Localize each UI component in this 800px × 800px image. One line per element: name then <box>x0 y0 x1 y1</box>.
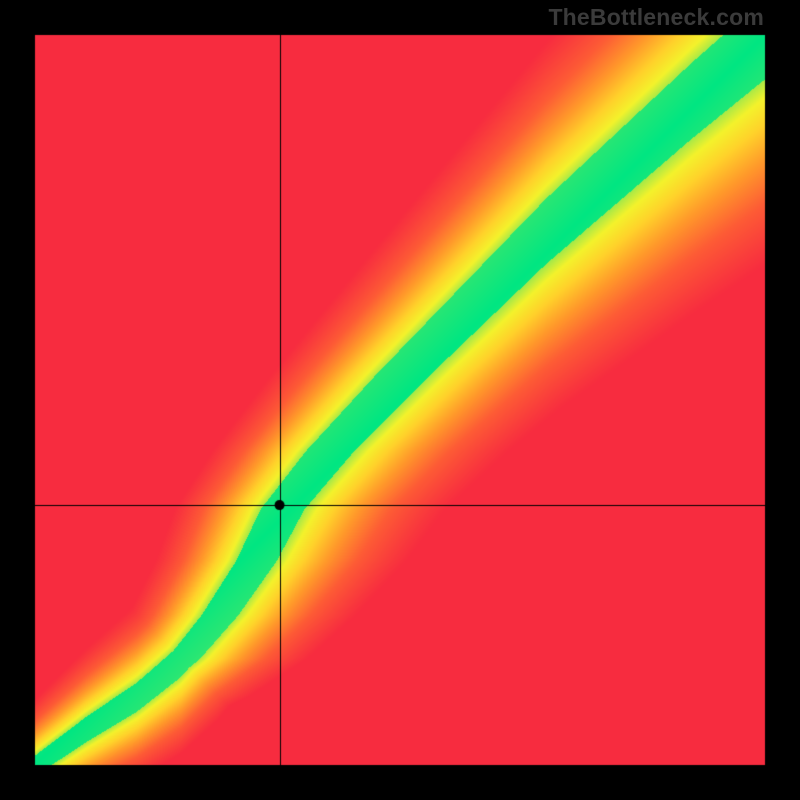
chart-container: TheBottleneck.com <box>0 0 800 800</box>
bottleneck-heatmap-canvas <box>0 0 800 800</box>
watermark-text: TheBottleneck.com <box>548 4 764 31</box>
